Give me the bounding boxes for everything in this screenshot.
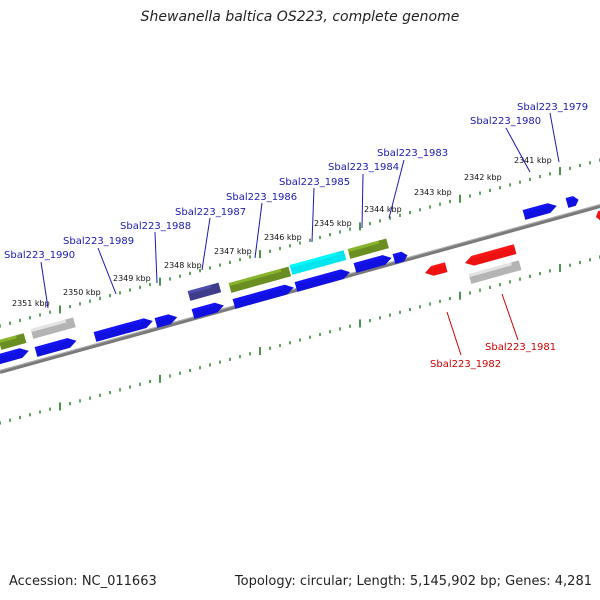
- gene-features: [0, 195, 600, 365]
- gene-cds-highlight: [93, 318, 145, 336]
- lower-tick-row: [0, 255, 600, 425]
- gene-feature-olive-highlight: [0, 335, 17, 344]
- gene-feature-grey-highlight: [30, 319, 67, 333]
- forward-label-connectors: [40, 112, 560, 309]
- gene-cds[interactable]: [392, 250, 409, 264]
- gene-cds-highlight: [294, 269, 342, 286]
- label-connector: [311, 187, 315, 243]
- gene-feature-cyan-highlight: [289, 252, 337, 269]
- reverse-gene-labels: Sbal223_1982 Sbal223_1981: [430, 342, 556, 370]
- label-connector: [40, 261, 49, 309]
- gene-label[interactable]: Sbal223_1988: [120, 221, 191, 232]
- gene-label[interactable]: Sbal223_1986: [226, 192, 297, 203]
- gene-cds-highlight: [34, 338, 69, 351]
- scale-label: 2345 kbp: [314, 219, 352, 228]
- genome-summary-text: Topology: circular; Length: 5,145,902 bp…: [234, 574, 592, 589]
- gene-label[interactable]: Sbal223_1989: [63, 236, 134, 247]
- gene-feature-olive-highlight: [228, 268, 282, 287]
- label-connector: [254, 202, 263, 259]
- gene-cds[interactable]: [0, 346, 30, 365]
- scale-label: 2344 kbp: [364, 205, 402, 214]
- scale-label: 2349 kbp: [113, 274, 151, 283]
- scale-label: 2342 kbp: [464, 173, 502, 182]
- gene-feature-olive[interactable]: [228, 266, 292, 293]
- gene-cds-body: [191, 302, 224, 319]
- gene-cds[interactable]: [34, 336, 78, 357]
- gene-cds-body: [232, 284, 294, 309]
- reverse-label-connectors: [446, 293, 519, 356]
- forward-gene-labels: Sbal223_1990 Sbal223_1989 Sbal223_1988 S…: [4, 102, 588, 261]
- gene-label[interactable]: Sbal223_1983: [377, 148, 448, 159]
- page-title: Shewanella baltica OS223, complete genom…: [140, 9, 460, 25]
- label-connector: [97, 247, 117, 295]
- scale-label: 2350 kbp: [63, 288, 101, 297]
- gene-feature-olive[interactable]: [0, 333, 27, 350]
- gene-cds-body: [93, 318, 153, 342]
- gene-cds-highlight: [154, 314, 170, 322]
- gene-cds[interactable]: [191, 301, 226, 319]
- gene-feature-olive-highlight: [347, 240, 380, 253]
- label-connector: [549, 112, 560, 163]
- label-connector: [388, 159, 405, 219]
- gene-cds-highlight: [392, 251, 403, 258]
- gene-feature-grey[interactable]: [30, 317, 76, 339]
- gene-feature-slate[interactable]: [187, 282, 222, 301]
- gene-cds[interactable]: [93, 316, 154, 342]
- gene-cds[interactable]: [565, 195, 580, 208]
- gene-feature-slate-highlight: [187, 284, 212, 295]
- gene-cds-reverse[interactable]: [595, 209, 600, 222]
- gene-cds-highlight: [565, 196, 574, 202]
- gene-cds[interactable]: [294, 267, 352, 292]
- gene-cds[interactable]: [353, 253, 393, 273]
- gene-label[interactable]: Sbal223_1980: [470, 116, 541, 127]
- gene-cds-reverse[interactable]: [424, 262, 448, 278]
- gene-cds-body: [0, 348, 29, 365]
- gene-cds-body: [294, 269, 350, 292]
- gene-feature-slate-body: [187, 282, 222, 301]
- label-connector: [201, 217, 211, 271]
- gene-cds[interactable]: [232, 283, 295, 309]
- gene-cds[interactable]: [522, 201, 558, 220]
- gene-feature-cyan[interactable]: [289, 250, 347, 275]
- gene-label[interactable]: Sbal223_1981: [485, 342, 556, 353]
- gene-feature-olive[interactable]: [347, 238, 389, 259]
- gene-cds-reverse[interactable]: [464, 244, 517, 268]
- scale-label: 2343 kbp: [414, 188, 452, 197]
- gene-feature-grey[interactable]: [468, 260, 522, 284]
- gene-cds-highlight: [191, 302, 216, 313]
- gene-cds-body: [522, 203, 557, 220]
- scale-label: 2347 kbp: [214, 247, 252, 256]
- gene-cds-highlight: [0, 348, 21, 359]
- gene-label[interactable]: Sbal223_1987: [175, 207, 246, 218]
- upper-tick-row: [0, 158, 600, 328]
- scale-label: 2351 kbp: [12, 299, 50, 308]
- label-connector: [501, 293, 519, 341]
- scale-label: 2341 kbp: [514, 156, 552, 165]
- scale-label: 2348 kbp: [164, 261, 202, 270]
- label-connector: [154, 231, 158, 284]
- gene-cds-reverse-highlight: [471, 244, 515, 259]
- scale-label: 2346 kbp: [264, 233, 302, 242]
- gene-feature-olive-body: [0, 333, 27, 350]
- accession-text: Accession: NC_011663: [9, 574, 157, 589]
- gene-label[interactable]: Sbal223_1990: [4, 250, 75, 261]
- gene-cds-body: [34, 338, 77, 357]
- gene-cds-highlight: [522, 203, 549, 214]
- label-connector: [505, 127, 531, 173]
- gene-feature-grey-highlight: [468, 262, 512, 278]
- gene-cds-body: [353, 255, 392, 273]
- gene-label[interactable]: Sbal223_1982: [430, 359, 501, 370]
- gene-cds[interactable]: [154, 312, 179, 328]
- gene-label[interactable]: Sbal223_1985: [279, 177, 350, 188]
- gene-cds-reverse-highlight: [431, 262, 446, 270]
- label-connector: [361, 173, 364, 229]
- gene-label[interactable]: Sbal223_1984: [328, 162, 399, 173]
- gene-cds-highlight: [353, 255, 384, 267]
- label-connector: [446, 311, 462, 356]
- scale-labels: 2351 kbp 2350 kbp 2349 kbp 2348 kbp 2347…: [12, 156, 552, 308]
- gene-cds-highlight: [232, 284, 286, 303]
- gene-label[interactable]: Sbal223_1979: [517, 102, 588, 113]
